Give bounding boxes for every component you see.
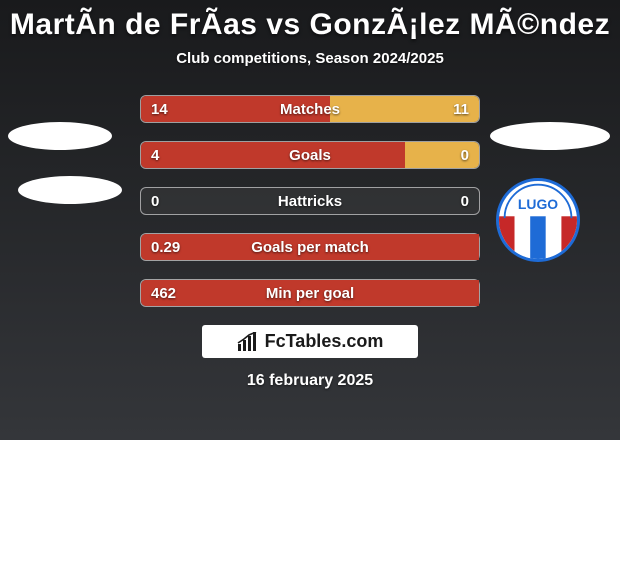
stat-row: 0 0Hattricks — [140, 187, 480, 215]
stat-value-left: 14 — [141, 96, 178, 122]
team-oval-left-0 — [8, 122, 112, 150]
stat-value-left: 0 — [141, 188, 169, 214]
page-title: MartÃ­n de FrÃ­as vs GonzÃ¡lez MÃ©ndez — [0, 8, 620, 42]
stat-value-left: 4 — [141, 142, 169, 168]
stat-value-left: 462 — [141, 280, 186, 306]
stat-label: Hattricks — [141, 188, 479, 214]
bar-chart-icon — [237, 332, 261, 352]
stat-fill-left — [141, 234, 479, 260]
stat-row: 40Goals — [140, 141, 480, 169]
svg-text:LUGO: LUGO — [518, 196, 558, 212]
team-oval-right-0 — [490, 122, 610, 150]
source-logo[interactable]: FcTables.com — [202, 325, 418, 358]
comparison-card: MartÃ­n de FrÃ­as vs GonzÃ¡lez MÃ©ndez C… — [0, 0, 620, 390]
stat-row: 0.29Goals per match — [140, 233, 480, 261]
subtitle: Club competitions, Season 2024/2025 — [0, 50, 620, 67]
stat-value-left: 0.29 — [141, 234, 190, 260]
team-oval-left-1 — [18, 176, 122, 204]
stat-row: 462Min per goal — [140, 279, 480, 307]
stats-block: 1411Matches40Goals00Hattricks0.29Goals p… — [140, 95, 480, 307]
stat-row: 1411Matches — [140, 95, 480, 123]
stat-value-right: 0 — [451, 188, 479, 214]
club-badge: LUGO — [496, 178, 580, 262]
source-logo-text: FcTables.com — [265, 331, 384, 352]
stat-fill-left — [141, 142, 405, 168]
snapshot-date: 16 february 2025 — [0, 372, 620, 390]
stat-value-right: 11 — [443, 96, 479, 122]
stat-fill-left — [141, 280, 479, 306]
stat-value-right: 0 — [451, 142, 479, 168]
